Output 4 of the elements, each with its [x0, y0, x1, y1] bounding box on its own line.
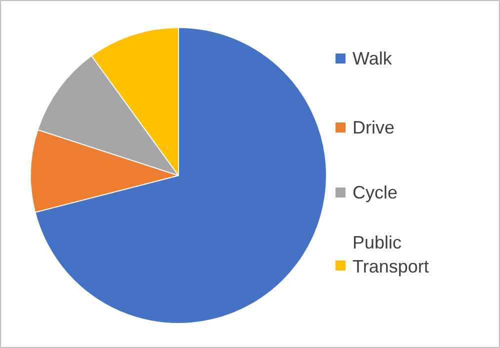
legend-label: Cycle: [352, 182, 398, 202]
legend-label: Drive: [352, 118, 395, 138]
legend-label: Walk: [352, 48, 393, 68]
legend-label: Public Transport: [352, 232, 429, 276]
